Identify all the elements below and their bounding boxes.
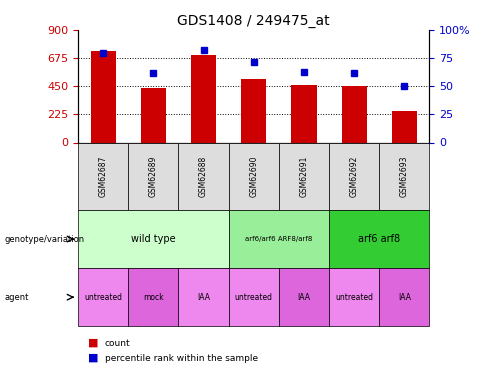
Text: count: count	[105, 339, 131, 348]
Text: untreated: untreated	[235, 292, 273, 302]
Text: GSM62688: GSM62688	[199, 156, 208, 197]
Text: IAA: IAA	[298, 292, 310, 302]
Text: IAA: IAA	[197, 292, 210, 302]
Bar	[241, 79, 266, 142]
Bar	[91, 51, 116, 142]
Text: GSM62689: GSM62689	[149, 156, 158, 197]
Bar	[191, 55, 216, 142]
Text: agent: agent	[5, 292, 29, 302]
Text: untreated: untreated	[84, 292, 122, 302]
Text: genotype/variation: genotype/variation	[5, 235, 85, 244]
Text: GSM62693: GSM62693	[400, 156, 409, 197]
Text: IAA: IAA	[398, 292, 411, 302]
Text: arf6 arf8: arf6 arf8	[358, 234, 400, 244]
Text: GSM62691: GSM62691	[300, 156, 308, 197]
Text: arf6/arf6 ARF8/arf8: arf6/arf6 ARF8/arf8	[245, 236, 312, 242]
Text: GSM62690: GSM62690	[249, 156, 258, 197]
Text: ■: ■	[88, 338, 99, 348]
Bar	[141, 88, 166, 142]
Bar	[342, 86, 366, 142]
Text: percentile rank within the sample: percentile rank within the sample	[105, 354, 258, 363]
Bar	[291, 85, 317, 142]
Title: GDS1408 / 249475_at: GDS1408 / 249475_at	[178, 13, 330, 28]
Text: GSM62692: GSM62692	[349, 156, 359, 197]
Text: mock: mock	[143, 292, 163, 302]
Text: ■: ■	[88, 353, 99, 363]
Bar	[392, 111, 417, 142]
Text: untreated: untreated	[335, 292, 373, 302]
Text: wild type: wild type	[131, 234, 176, 244]
Text: GSM62687: GSM62687	[99, 156, 108, 197]
